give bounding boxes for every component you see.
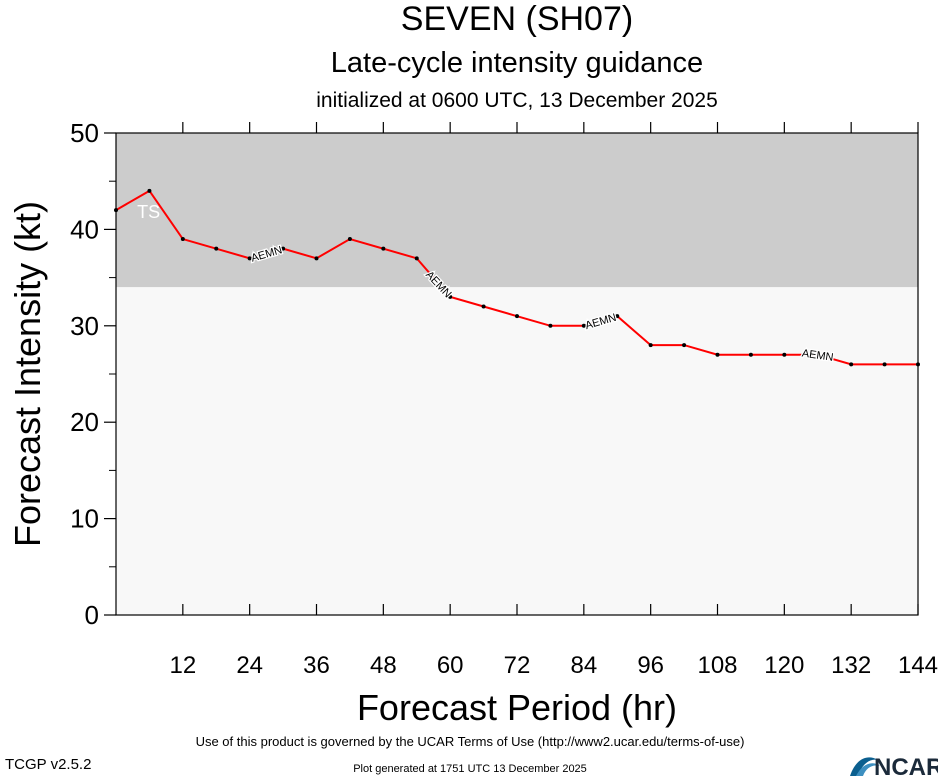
- y-tick-label: 20: [70, 407, 99, 437]
- chart-subtitle: Late-cycle intensity guidance: [331, 47, 703, 79]
- data-point: [715, 352, 720, 357]
- x-tick-label: 48: [370, 652, 397, 679]
- data-point: [515, 314, 519, 319]
- data-point: [648, 343, 653, 348]
- data-point: [882, 362, 887, 367]
- data-point: [682, 343, 687, 348]
- x-tick-label: 72: [504, 652, 531, 679]
- data-point: [448, 294, 453, 299]
- x-tick-label: 84: [570, 652, 597, 679]
- data-point: [114, 208, 118, 213]
- ncar-swoosh-icon-2: [856, 763, 880, 776]
- x-tick-label: 120: [764, 652, 804, 679]
- chart-initialized-time: initialized at 0600 UTC, 13 December 202…: [316, 89, 718, 112]
- y-tick-label: 30: [70, 311, 99, 341]
- data-point: [849, 362, 854, 367]
- data-point: [581, 323, 586, 328]
- x-tick-label: 144: [898, 652, 938, 679]
- ncar-logo-text: NCAR: [874, 754, 938, 778]
- data-point: [214, 246, 219, 251]
- x-tick-label: 36: [303, 652, 330, 679]
- ncar-logo: NCAR: [850, 754, 938, 778]
- x-tick-label: 96: [637, 652, 664, 679]
- band-label-ts: TS: [137, 202, 160, 222]
- intensity-band-ts: [116, 133, 918, 288]
- ncar-swoosh-icon: [850, 757, 878, 776]
- intensity-band-below-ts: [116, 287, 918, 615]
- data-point: [281, 246, 286, 251]
- data-point: [347, 237, 352, 242]
- data-point: [548, 323, 553, 328]
- data-point: [615, 314, 620, 319]
- y-tick-label: 50: [70, 118, 99, 148]
- axes: 12 24 36 48 60 72 84 96 108 120 132 144 0 10 20 30 40 50: [70, 118, 938, 679]
- x-tick-label: 108: [697, 652, 737, 679]
- x-tick-label: 24: [236, 652, 263, 679]
- y-tick-label: 40: [70, 214, 99, 244]
- data-point: [782, 352, 787, 357]
- version-label: TCGP v2.5.2: [5, 756, 92, 773]
- x-tick-label: 12: [169, 652, 196, 679]
- y-tick-label: 0: [85, 600, 99, 630]
- data-point: [247, 256, 252, 261]
- y-tick-label: 10: [70, 504, 99, 534]
- series-label-aemn: AEMN: [801, 348, 834, 364]
- data-point: [481, 304, 486, 309]
- terms-of-use-text: Use of this product is governed by the U…: [195, 734, 745, 749]
- data-point: [414, 256, 419, 261]
- chart-title: SEVEN (SH07): [401, 0, 633, 38]
- shaded-bands: TS: [116, 133, 918, 615]
- data-point: [815, 352, 820, 357]
- x-tick-label: 132: [831, 652, 871, 679]
- data-point: [147, 188, 152, 193]
- data-point: [381, 246, 386, 251]
- data-point: [748, 352, 753, 357]
- plot-generated-text: Plot generated at 1751 UTC 13 December 2…: [353, 763, 587, 775]
- data-point: [314, 256, 319, 261]
- y-axis-label: Forecast Intensity (kt): [7, 201, 48, 547]
- data-point: [916, 362, 920, 367]
- data-point: [180, 237, 185, 242]
- x-axis-label: Forecast Period (hr): [357, 687, 677, 728]
- x-tick-label: 60: [437, 652, 464, 679]
